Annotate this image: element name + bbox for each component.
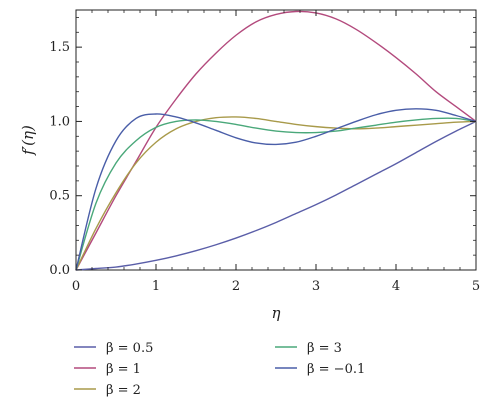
series-line-5 [75,108,477,271]
legend-item: β = 0.5 [74,341,153,356]
series-line-1 [75,120,477,271]
series-lines [75,10,477,271]
x-tick-label: 1 [152,279,160,294]
y-axis-label: f′(η) [19,125,37,156]
y-tick-label: 0.0 [49,263,70,278]
y-tick-label: 0.5 [49,189,70,204]
legend-item: β = 1 [74,362,141,377]
legend-item: β = 2 [74,383,141,398]
axis-ticks [75,10,477,271]
legend-item: β = 3 [275,341,342,356]
legend: β = 0.5 β = 1 β = 2 β = 3 β = −0.1 [74,341,365,398]
series-line-3 [75,116,477,271]
y-tick-label: 1.0 [49,114,70,129]
x-tick-label: 3 [312,279,320,294]
axis-tick-labels: 0 1 2 3 4 5 0.0 0.5 1.0 1.5 [49,40,480,294]
legend-label: β = 3 [307,341,342,356]
x-tick-label: 5 [472,279,480,294]
legend-label: β = 1 [106,362,141,377]
series-line-2 [75,10,477,271]
plot-frame [75,9,477,271]
legend-label: β = −0.1 [307,362,365,377]
legend-label: β = 0.5 [106,341,153,356]
y-tick-label: 1.5 [49,40,70,55]
x-tick-label: 0 [72,279,80,294]
x-tick-label: 4 [392,279,400,294]
x-tick-label: 2 [232,279,240,294]
x-axis-label: η [272,304,281,322]
legend-label: β = 2 [106,383,141,398]
series-line-4 [75,117,477,271]
legend-item: β = −0.1 [275,362,365,377]
